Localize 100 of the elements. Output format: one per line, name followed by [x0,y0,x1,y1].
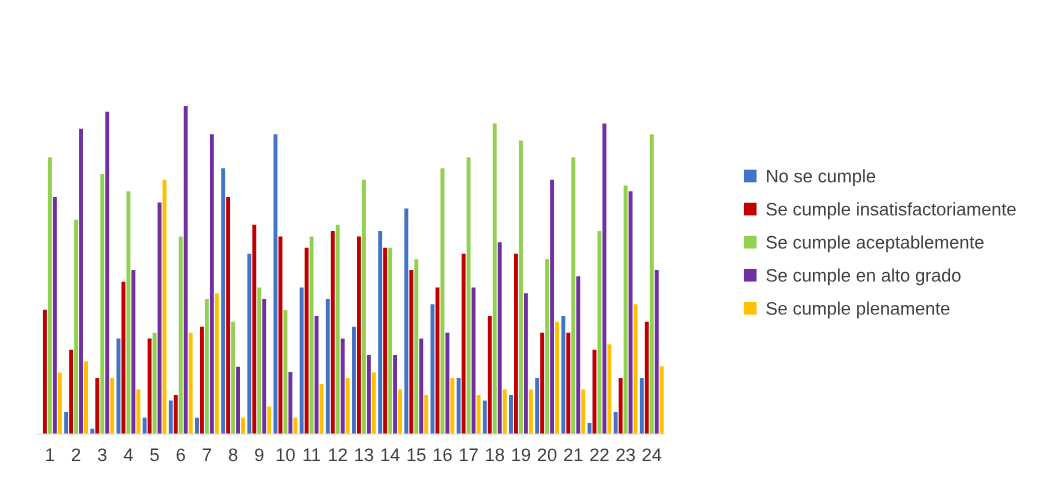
x-tick-label: 6 [176,448,185,462]
bar [173,395,178,435]
bar [121,281,126,435]
bar [152,332,157,435]
bar [383,247,388,435]
x-tick-label: 13 [355,448,374,462]
bar [414,259,419,435]
bar [581,389,586,435]
bar [618,377,623,435]
bar [659,366,664,435]
x-tick-label: 10 [276,448,295,462]
x-tick-label: 15 [407,448,426,462]
bar [221,168,226,435]
bar [388,247,393,435]
bar [304,247,309,435]
bar [157,202,162,435]
bar [64,412,69,435]
bar [142,417,147,435]
bar [195,417,199,435]
bar [168,400,173,435]
bar [288,372,293,435]
bar [283,310,288,435]
bar [74,219,79,435]
x-tick-label: 9 [255,448,264,462]
x-tick-label: 21 [564,448,583,462]
x-tick-label: 23 [616,448,635,462]
bar [492,123,497,435]
bar [178,236,183,435]
bar [482,400,487,435]
bar [262,298,267,435]
bar [378,231,383,435]
bar [623,185,628,435]
bar [393,355,398,435]
x-tick-label: 5 [150,448,159,462]
bar [628,191,633,435]
bar [435,287,440,435]
legend-label: Se cumple plenamente [766,301,950,319]
bar [278,236,283,435]
bar [550,179,555,435]
bar [226,196,231,435]
bar [509,395,513,435]
x-tick-label: 18 [486,448,505,462]
bar [440,168,445,435]
bar [57,372,62,435]
bar [644,321,649,435]
bar [95,377,100,435]
x-tick-label: 14 [381,448,400,462]
legend-label: Se cumple en alto grado [766,268,961,286]
bar [241,417,245,435]
bar [236,366,241,435]
bar [309,236,314,435]
bar [361,179,366,435]
bar [204,298,209,435]
bar [335,224,340,435]
bar [476,395,481,435]
bar [267,406,272,435]
bar [514,253,518,435]
bar [110,377,115,435]
bar [566,332,571,435]
bar [639,377,644,435]
bar [100,173,105,435]
bar [352,326,356,435]
bar [424,395,429,435]
bar [231,321,236,435]
bar [409,270,414,435]
bar [183,106,188,435]
bar [214,293,219,435]
bar [654,270,659,435]
bar [47,157,52,435]
bar [597,231,602,435]
bar [356,236,361,435]
bar [257,287,262,435]
bar [518,140,523,435]
bar [571,157,576,435]
bar [330,231,335,435]
bar [561,315,566,435]
bar [299,287,304,435]
bar [445,332,450,435]
bar [555,321,560,435]
x-tick-label: 11 [303,448,321,462]
legend-label: No se cumple [767,169,876,187]
bar [345,377,350,435]
bar [293,417,298,435]
x-tick-label: 7 [202,448,212,462]
bar [461,253,466,435]
bar [199,326,204,435]
bar [649,134,654,435]
x-tick-label: 12 [329,448,347,462]
x-tick-label: 16 [433,448,452,462]
x-tick-label: 3 [97,448,107,462]
bar [502,389,507,435]
bar [325,298,330,435]
bar [471,287,476,435]
x-tick-label: 20 [537,448,557,462]
x-tick-label: 8 [228,448,238,462]
bar [131,270,136,435]
bar [633,304,638,435]
bar [340,338,345,435]
bar [42,309,47,435]
bar [404,208,409,435]
